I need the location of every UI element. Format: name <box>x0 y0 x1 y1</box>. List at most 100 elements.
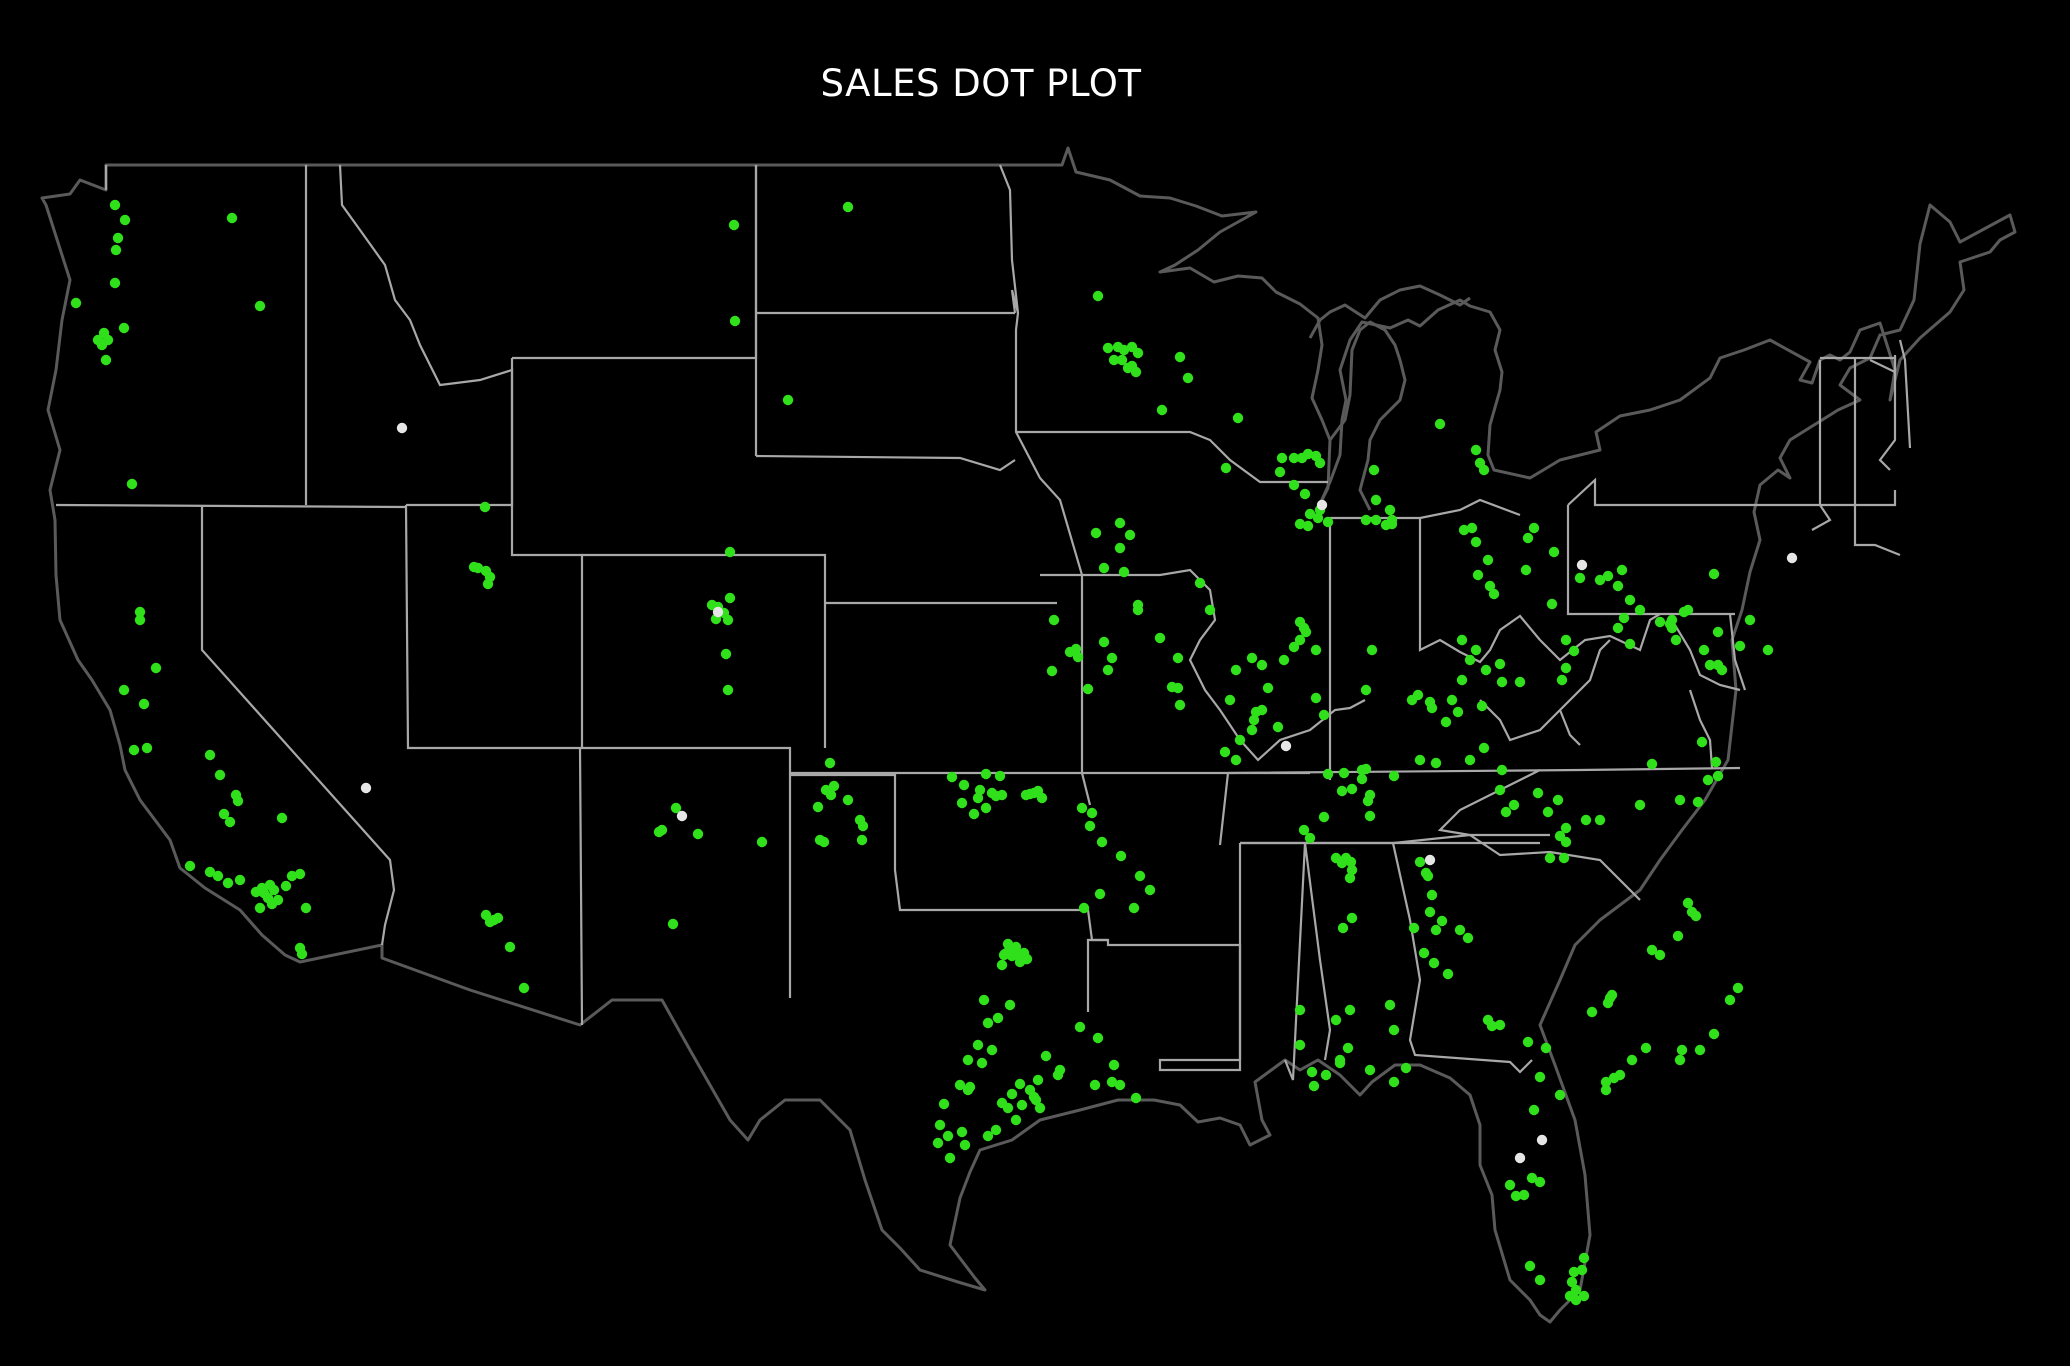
sale-dot <box>126 478 138 490</box>
sale-dot <box>1322 768 1334 780</box>
sale-dot <box>1430 757 1442 769</box>
sale-dot <box>978 994 990 1006</box>
sale-dot <box>1296 452 1308 464</box>
sale-dot <box>968 808 980 820</box>
highlight-dot <box>712 606 724 618</box>
sale-dot <box>1114 1079 1126 1091</box>
sale-dot <box>1482 554 1494 566</box>
sale-dot <box>1470 444 1482 456</box>
sale-dot <box>1182 372 1194 384</box>
sale-dot <box>1322 516 1334 528</box>
sale-dot <box>1294 518 1306 530</box>
sale-dot <box>1356 764 1368 776</box>
sale-dot <box>1344 872 1356 884</box>
sale-dot <box>1116 354 1128 366</box>
sale-dot <box>1072 651 1084 663</box>
sale-dot <box>1306 1066 1318 1078</box>
sale-dot <box>1256 659 1268 671</box>
sale-dot <box>518 982 530 994</box>
sale-dot <box>1084 820 1096 832</box>
sale-dot <box>118 684 130 696</box>
sale-dot <box>1518 1189 1530 1201</box>
sale-dot <box>1702 774 1714 786</box>
sale-dot <box>1130 366 1142 378</box>
sale-dot <box>1224 694 1236 706</box>
sale-dot <box>996 1097 1008 1109</box>
sale-dot <box>976 1057 988 1069</box>
sale-dot <box>1320 1069 1332 1081</box>
sale-dot <box>1098 562 1110 574</box>
sale-dot <box>653 826 665 838</box>
sale-dot <box>1337 922 1349 934</box>
sale-dot <box>1654 949 1666 961</box>
sale-dot <box>1494 1019 1506 1031</box>
sale-dot <box>722 684 734 696</box>
sale-dot <box>1532 787 1544 799</box>
sale-dot <box>1698 644 1710 656</box>
sale-dot <box>1006 1088 1018 1100</box>
sale-dot <box>1594 814 1606 826</box>
sale-dot <box>1578 1252 1590 1264</box>
sale-dot <box>1304 832 1316 844</box>
sale-dot <box>1568 645 1580 657</box>
sale-dot <box>1634 604 1646 616</box>
sale-dot <box>1232 412 1244 424</box>
sale-dot <box>134 606 146 618</box>
sale-dot <box>842 794 854 806</box>
sale-dot <box>1132 347 1144 359</box>
sale-dot <box>1310 644 1322 656</box>
sale-dot <box>1302 520 1314 532</box>
sale-dot <box>944 1152 956 1164</box>
sale-dot <box>1166 681 1178 693</box>
sale-dot <box>1504 1179 1516 1191</box>
sale-dot <box>1534 1274 1546 1286</box>
sale-dot <box>962 1054 974 1066</box>
sale-dot <box>1234 734 1246 746</box>
sale-dot <box>134 614 146 626</box>
sale-dot <box>214 769 226 781</box>
sale-dot <box>1014 1078 1026 1090</box>
sale-dot <box>1560 662 1572 674</box>
sale-dot <box>1478 464 1490 476</box>
sale-dot <box>184 860 196 872</box>
sale-dot <box>1246 652 1258 664</box>
sale-dot <box>1118 566 1130 578</box>
sale-dot <box>692 828 704 840</box>
sale-dot <box>1388 1076 1400 1088</box>
sale-dot <box>224 816 236 828</box>
sale-dot <box>1082 683 1094 695</box>
sale-dot <box>1508 799 1520 811</box>
state-border <box>790 771 1108 942</box>
sale-dot <box>1366 644 1378 656</box>
sale-dot <box>1288 641 1300 653</box>
sale-dot <box>1420 867 1432 879</box>
sale-dot <box>992 1012 1004 1024</box>
highlight-dot <box>1576 559 1588 571</box>
sale-dot <box>1114 517 1126 529</box>
sale-dot <box>492 912 504 924</box>
sale-dot <box>1574 572 1586 584</box>
sale-dot <box>1602 997 1614 1009</box>
state-border <box>510 358 792 998</box>
sale-dot <box>1552 794 1564 806</box>
sale-dot <box>254 300 266 312</box>
sale-dot <box>280 880 292 892</box>
sale-dot <box>1634 799 1646 811</box>
sale-dot <box>1360 514 1372 526</box>
sale-dot <box>1219 746 1231 758</box>
sale-dot <box>1576 1264 1588 1276</box>
highlight-dot <box>1424 854 1436 866</box>
sale-dot <box>1032 1074 1044 1086</box>
sale-dot <box>1672 930 1684 942</box>
sale-dot <box>994 770 1006 782</box>
sale-dot <box>1246 724 1258 736</box>
sale-dot <box>1692 796 1704 808</box>
sales-dots <box>70 199 1774 1306</box>
sale-dot <box>276 812 288 824</box>
sale-dot <box>1054 1064 1066 1076</box>
sale-dot <box>1124 529 1136 541</box>
sale-dot <box>1716 664 1728 676</box>
sale-dot <box>782 394 794 406</box>
sale-dot <box>1472 569 1484 581</box>
sale-dot <box>1470 644 1482 656</box>
